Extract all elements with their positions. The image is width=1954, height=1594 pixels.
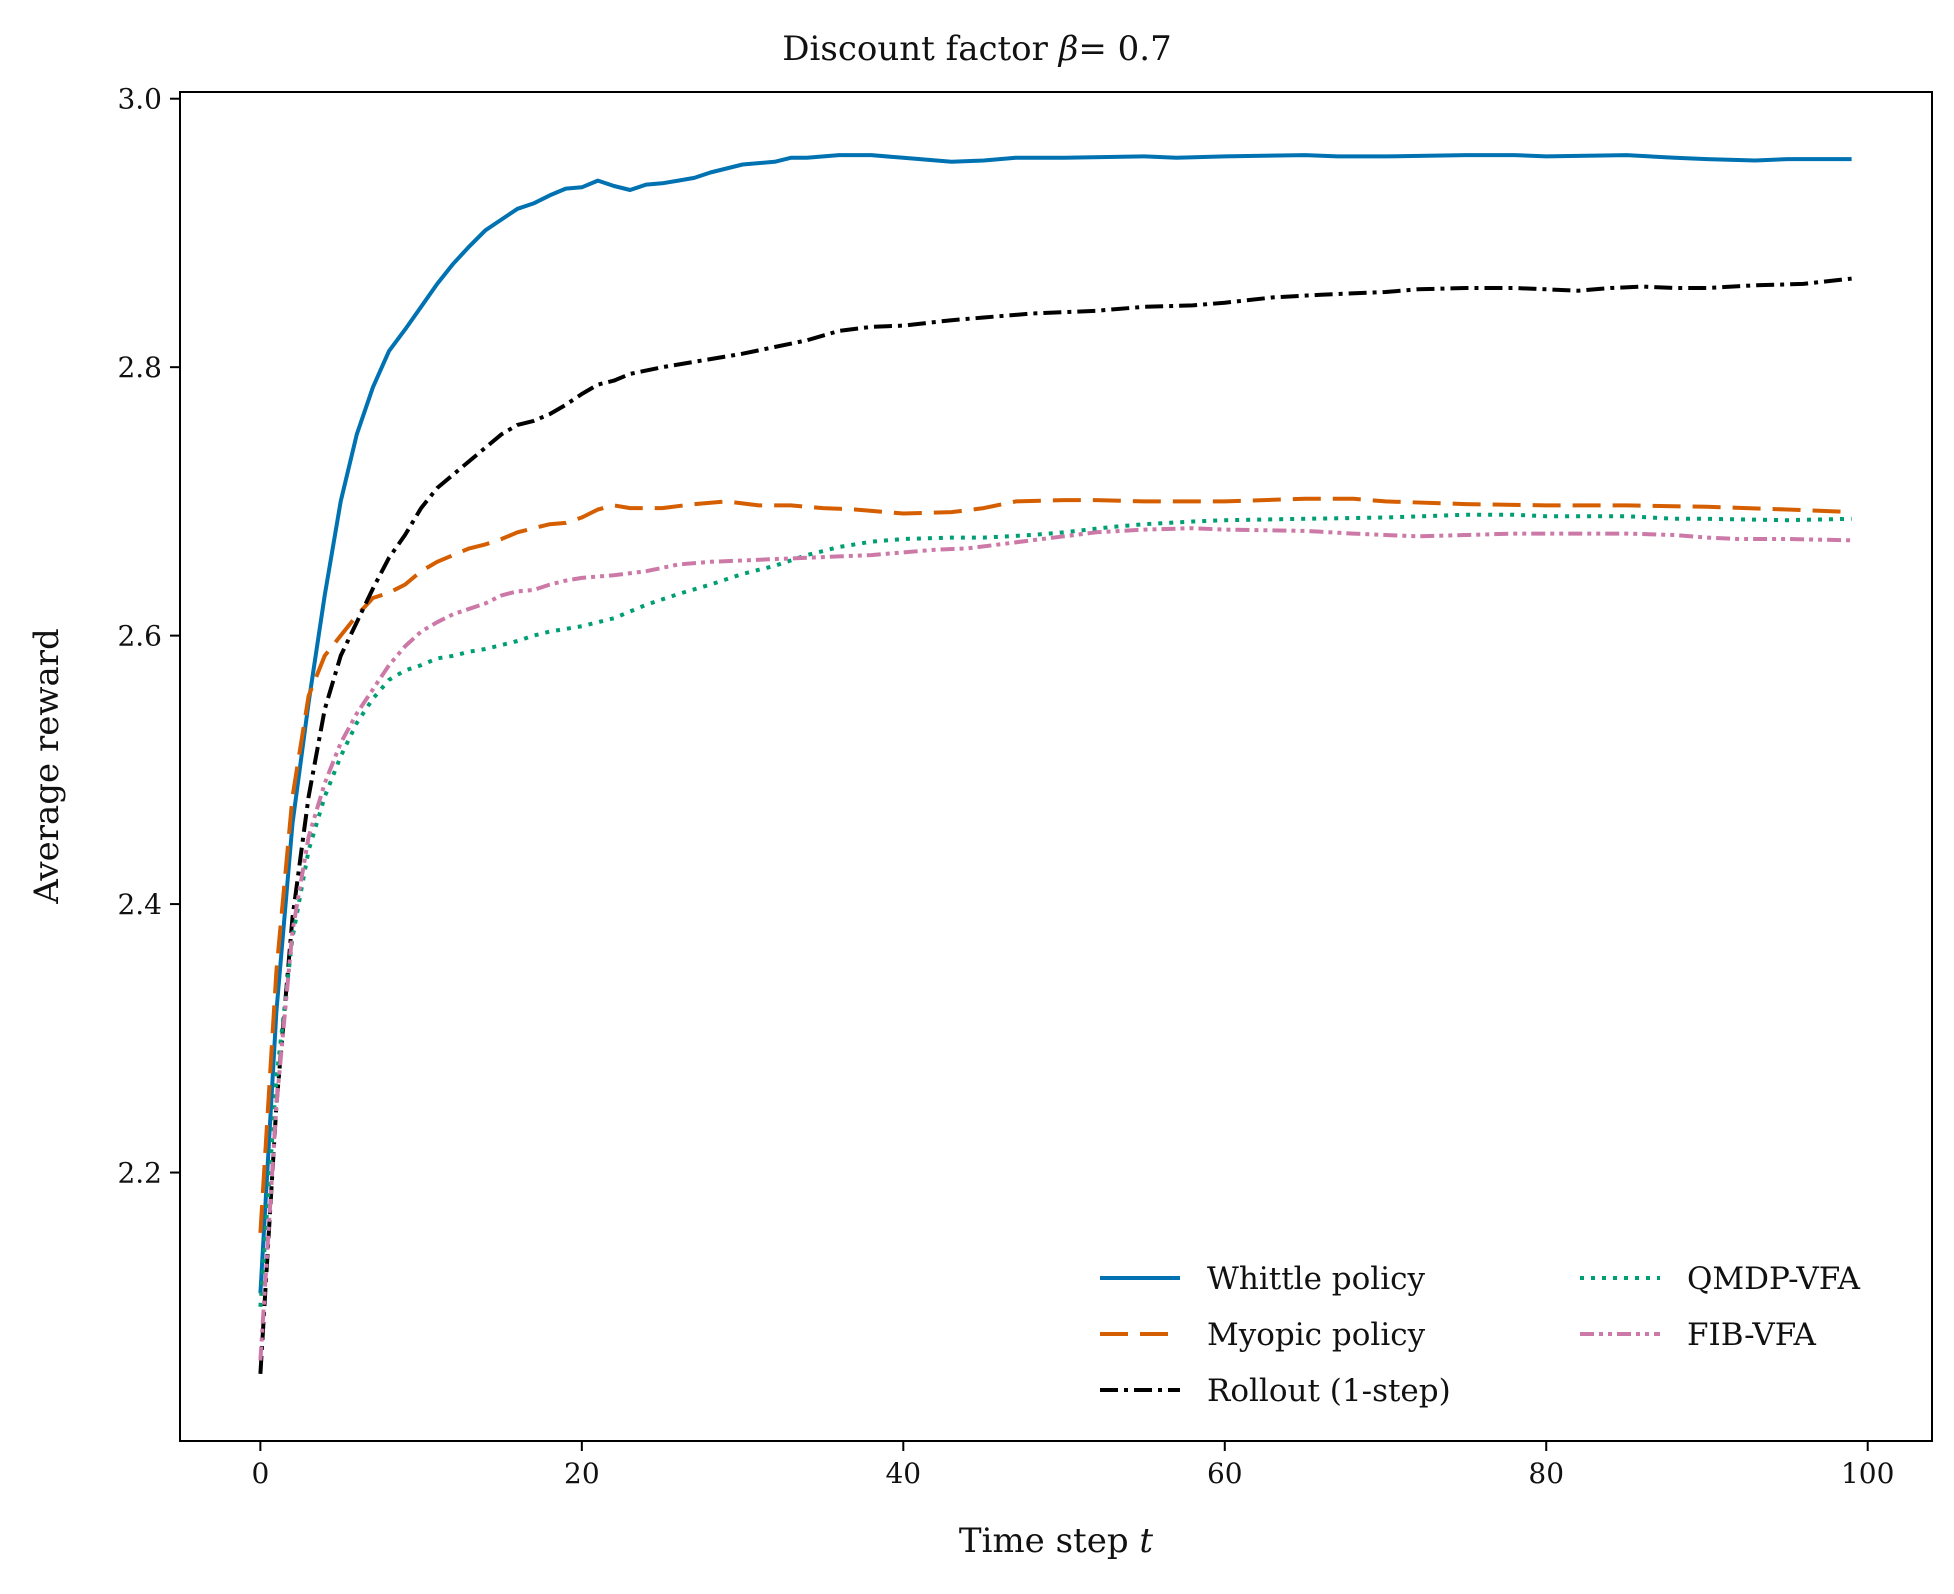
x-tick-label: 80: [1528, 1457, 1564, 1490]
series-line-rollout-1-step: [258, 276, 1852, 1375]
x-tick-label: 100: [1841, 1457, 1894, 1490]
x-tick-label: 0: [251, 1457, 269, 1490]
y-axis-label: Average reward: [27, 628, 67, 905]
chart-title: Discount factor β= 0.7: [782, 29, 1171, 69]
chart-title-beta: β: [1057, 29, 1079, 69]
legend: Whittle policy Myopic policy Rollout (1-st…: [1100, 1261, 1861, 1409]
series-layer: [258, 153, 1852, 1375]
y-tick-label: 2.4: [117, 888, 162, 921]
legend-label-fib-vfa: FIB-VFA: [1687, 1317, 1817, 1353]
series-line-whittle-policy: [258, 153, 1852, 1294]
y-tick-label: 2.2: [117, 1157, 162, 1190]
chart-title-value: = 0.7: [1078, 29, 1171, 69]
series-line-myopic-policy: [258, 496, 1852, 1234]
y-tick-label: 3.0: [117, 83, 162, 116]
x-tick-label: 20: [564, 1457, 600, 1490]
y-tick-label: 2.8: [117, 351, 162, 384]
y-tick-label: 2.6: [117, 620, 162, 653]
x-axis-ticks: 0 20 40 60 80 100: [251, 1441, 1894, 1490]
y-axis-ticks: 2.2 2.4 2.6 2.8 3.0: [117, 83, 180, 1190]
chart-title-prefix: Discount factor: [782, 29, 1058, 69]
x-axis-label-text: Time step: [959, 1521, 1140, 1561]
legend-label-whittle-policy: Whittle policy: [1207, 1261, 1425, 1297]
plot-frame: [179, 91, 1933, 1442]
legend-label-myopic-policy: Myopic policy: [1207, 1317, 1426, 1353]
legend-label-qmdp-vfa: QMDP-VFA: [1687, 1261, 1861, 1297]
series-line-qmdp-vfa: [258, 512, 1852, 1307]
x-tick-label: 60: [1207, 1457, 1243, 1490]
series-line-fib-vfa: [258, 526, 1852, 1361]
legend-label-rollout-1-step: Rollout (1-step): [1207, 1373, 1451, 1409]
x-axis-label: Time step t: [959, 1521, 1154, 1561]
x-tick-label: 40: [885, 1457, 921, 1490]
x-axis-label-var: t: [1139, 1521, 1153, 1561]
